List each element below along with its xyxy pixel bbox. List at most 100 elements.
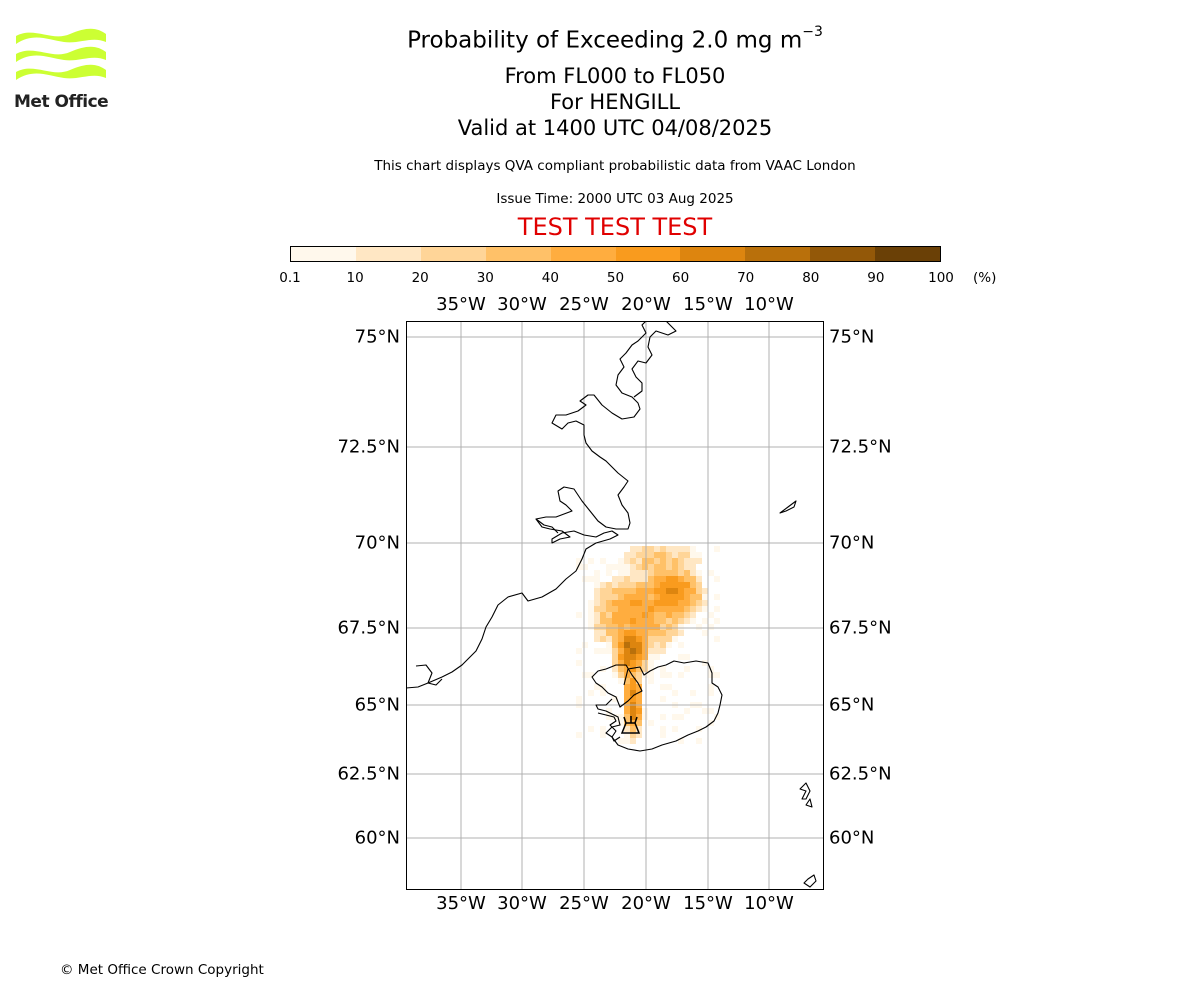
- ash-cell: [648, 588, 654, 594]
- ash-cell: [654, 636, 660, 642]
- ash-cell: [660, 714, 666, 720]
- ash-cell: [594, 636, 600, 642]
- ash-cell: [576, 696, 582, 702]
- ash-cell: [666, 624, 672, 630]
- ash-cell: [648, 558, 654, 564]
- ash-cell: [708, 684, 714, 690]
- ash-cell: [600, 582, 606, 588]
- ash-cell: [612, 582, 618, 588]
- ash-cell: [648, 600, 654, 606]
- ash-cell: [684, 612, 690, 618]
- ash-cell: [630, 654, 636, 660]
- ash-cell: [708, 708, 714, 714]
- volcano-marker-icon: [620, 716, 641, 734]
- colorbar-segment: [355, 247, 421, 261]
- ash-cell: [660, 648, 666, 654]
- ash-cell: [618, 582, 624, 588]
- ash-cell: [660, 546, 666, 552]
- ash-cell: [660, 576, 666, 582]
- ash-cell: [684, 618, 690, 624]
- ash-cell: [648, 564, 654, 570]
- colorbar-tick-label: 40: [541, 270, 559, 286]
- ash-cell: [618, 588, 624, 594]
- ash-cell: [624, 738, 630, 744]
- ash-cell: [702, 588, 708, 594]
- ash-cell: [594, 570, 600, 576]
- ash-cell: [618, 678, 624, 684]
- ash-cell: [714, 546, 720, 552]
- shetland-islands: [803, 874, 817, 888]
- ash-cell: [588, 726, 594, 732]
- ash-probability-field: [576, 546, 720, 744]
- ash-cell: [630, 624, 636, 630]
- ash-cell: [630, 732, 636, 738]
- ash-cell: [678, 642, 684, 648]
- ash-cell: [660, 618, 666, 624]
- ash-cell: [690, 594, 696, 600]
- ash-cell: [684, 576, 690, 582]
- ash-cell: [660, 732, 666, 738]
- ash-cell: [600, 618, 606, 624]
- ash-cell: [630, 690, 636, 696]
- ash-cell: [696, 576, 702, 582]
- ash-cell: [636, 588, 642, 594]
- map-panel: [406, 321, 824, 890]
- ash-cell: [618, 642, 624, 648]
- ash-cell: [630, 666, 636, 672]
- ash-cell: [642, 558, 648, 564]
- ash-cell: [600, 684, 606, 690]
- ash-cell: [672, 618, 678, 624]
- ash-cell: [618, 714, 624, 720]
- ash-cell: [618, 636, 624, 642]
- ash-cell: [642, 642, 648, 648]
- ash-cell: [600, 648, 606, 654]
- ash-cell: [606, 630, 612, 636]
- ash-cell: [648, 648, 654, 654]
- ash-cell: [636, 636, 642, 642]
- ash-cell: [636, 642, 642, 648]
- ash-cell: [678, 606, 684, 612]
- ash-cell: [690, 552, 696, 558]
- ash-cell: [612, 612, 618, 618]
- ash-cell: [678, 594, 684, 600]
- ash-cell: [624, 684, 630, 690]
- ash-cell: [696, 600, 702, 606]
- ash-cell: [666, 612, 672, 618]
- ash-cell: [630, 678, 636, 684]
- ash-cell: [606, 624, 612, 630]
- ash-cell: [678, 576, 684, 582]
- ash-cell: [696, 594, 702, 600]
- ash-cell: [624, 636, 630, 642]
- colorbar-tick-label: 60: [672, 270, 690, 286]
- ash-cell: [642, 588, 648, 594]
- ash-cell: [624, 606, 630, 612]
- ash-cell: [672, 576, 678, 582]
- colorbar-segment: [550, 247, 616, 261]
- ash-cell: [600, 690, 606, 696]
- longitude-label: 20°W: [621, 294, 671, 315]
- ash-cell: [594, 588, 600, 594]
- ash-cell: [588, 612, 594, 618]
- ash-cell: [636, 726, 642, 732]
- ash-cell: [642, 582, 648, 588]
- issue-time: Issue Time: 2000 UTC 03 Aug 2025: [496, 191, 734, 207]
- ash-cell: [660, 588, 666, 594]
- ash-cell: [696, 558, 702, 564]
- ash-cell: [702, 708, 708, 714]
- ash-cell: [690, 558, 696, 564]
- ash-cell: [672, 714, 678, 720]
- ash-cell: [624, 588, 630, 594]
- ash-cell: [660, 606, 666, 612]
- ash-cell: [618, 660, 624, 666]
- ash-cell: [642, 654, 648, 660]
- ash-cell: [648, 570, 654, 576]
- ash-cell: [624, 558, 630, 564]
- ash-cell: [660, 684, 666, 690]
- ash-cell: [636, 624, 642, 630]
- ash-cell: [666, 606, 672, 612]
- ash-cell: [624, 678, 630, 684]
- ash-cell: [576, 564, 582, 570]
- ash-cell: [636, 672, 642, 678]
- ash-cell: [672, 600, 678, 606]
- ash-cell: [690, 618, 696, 624]
